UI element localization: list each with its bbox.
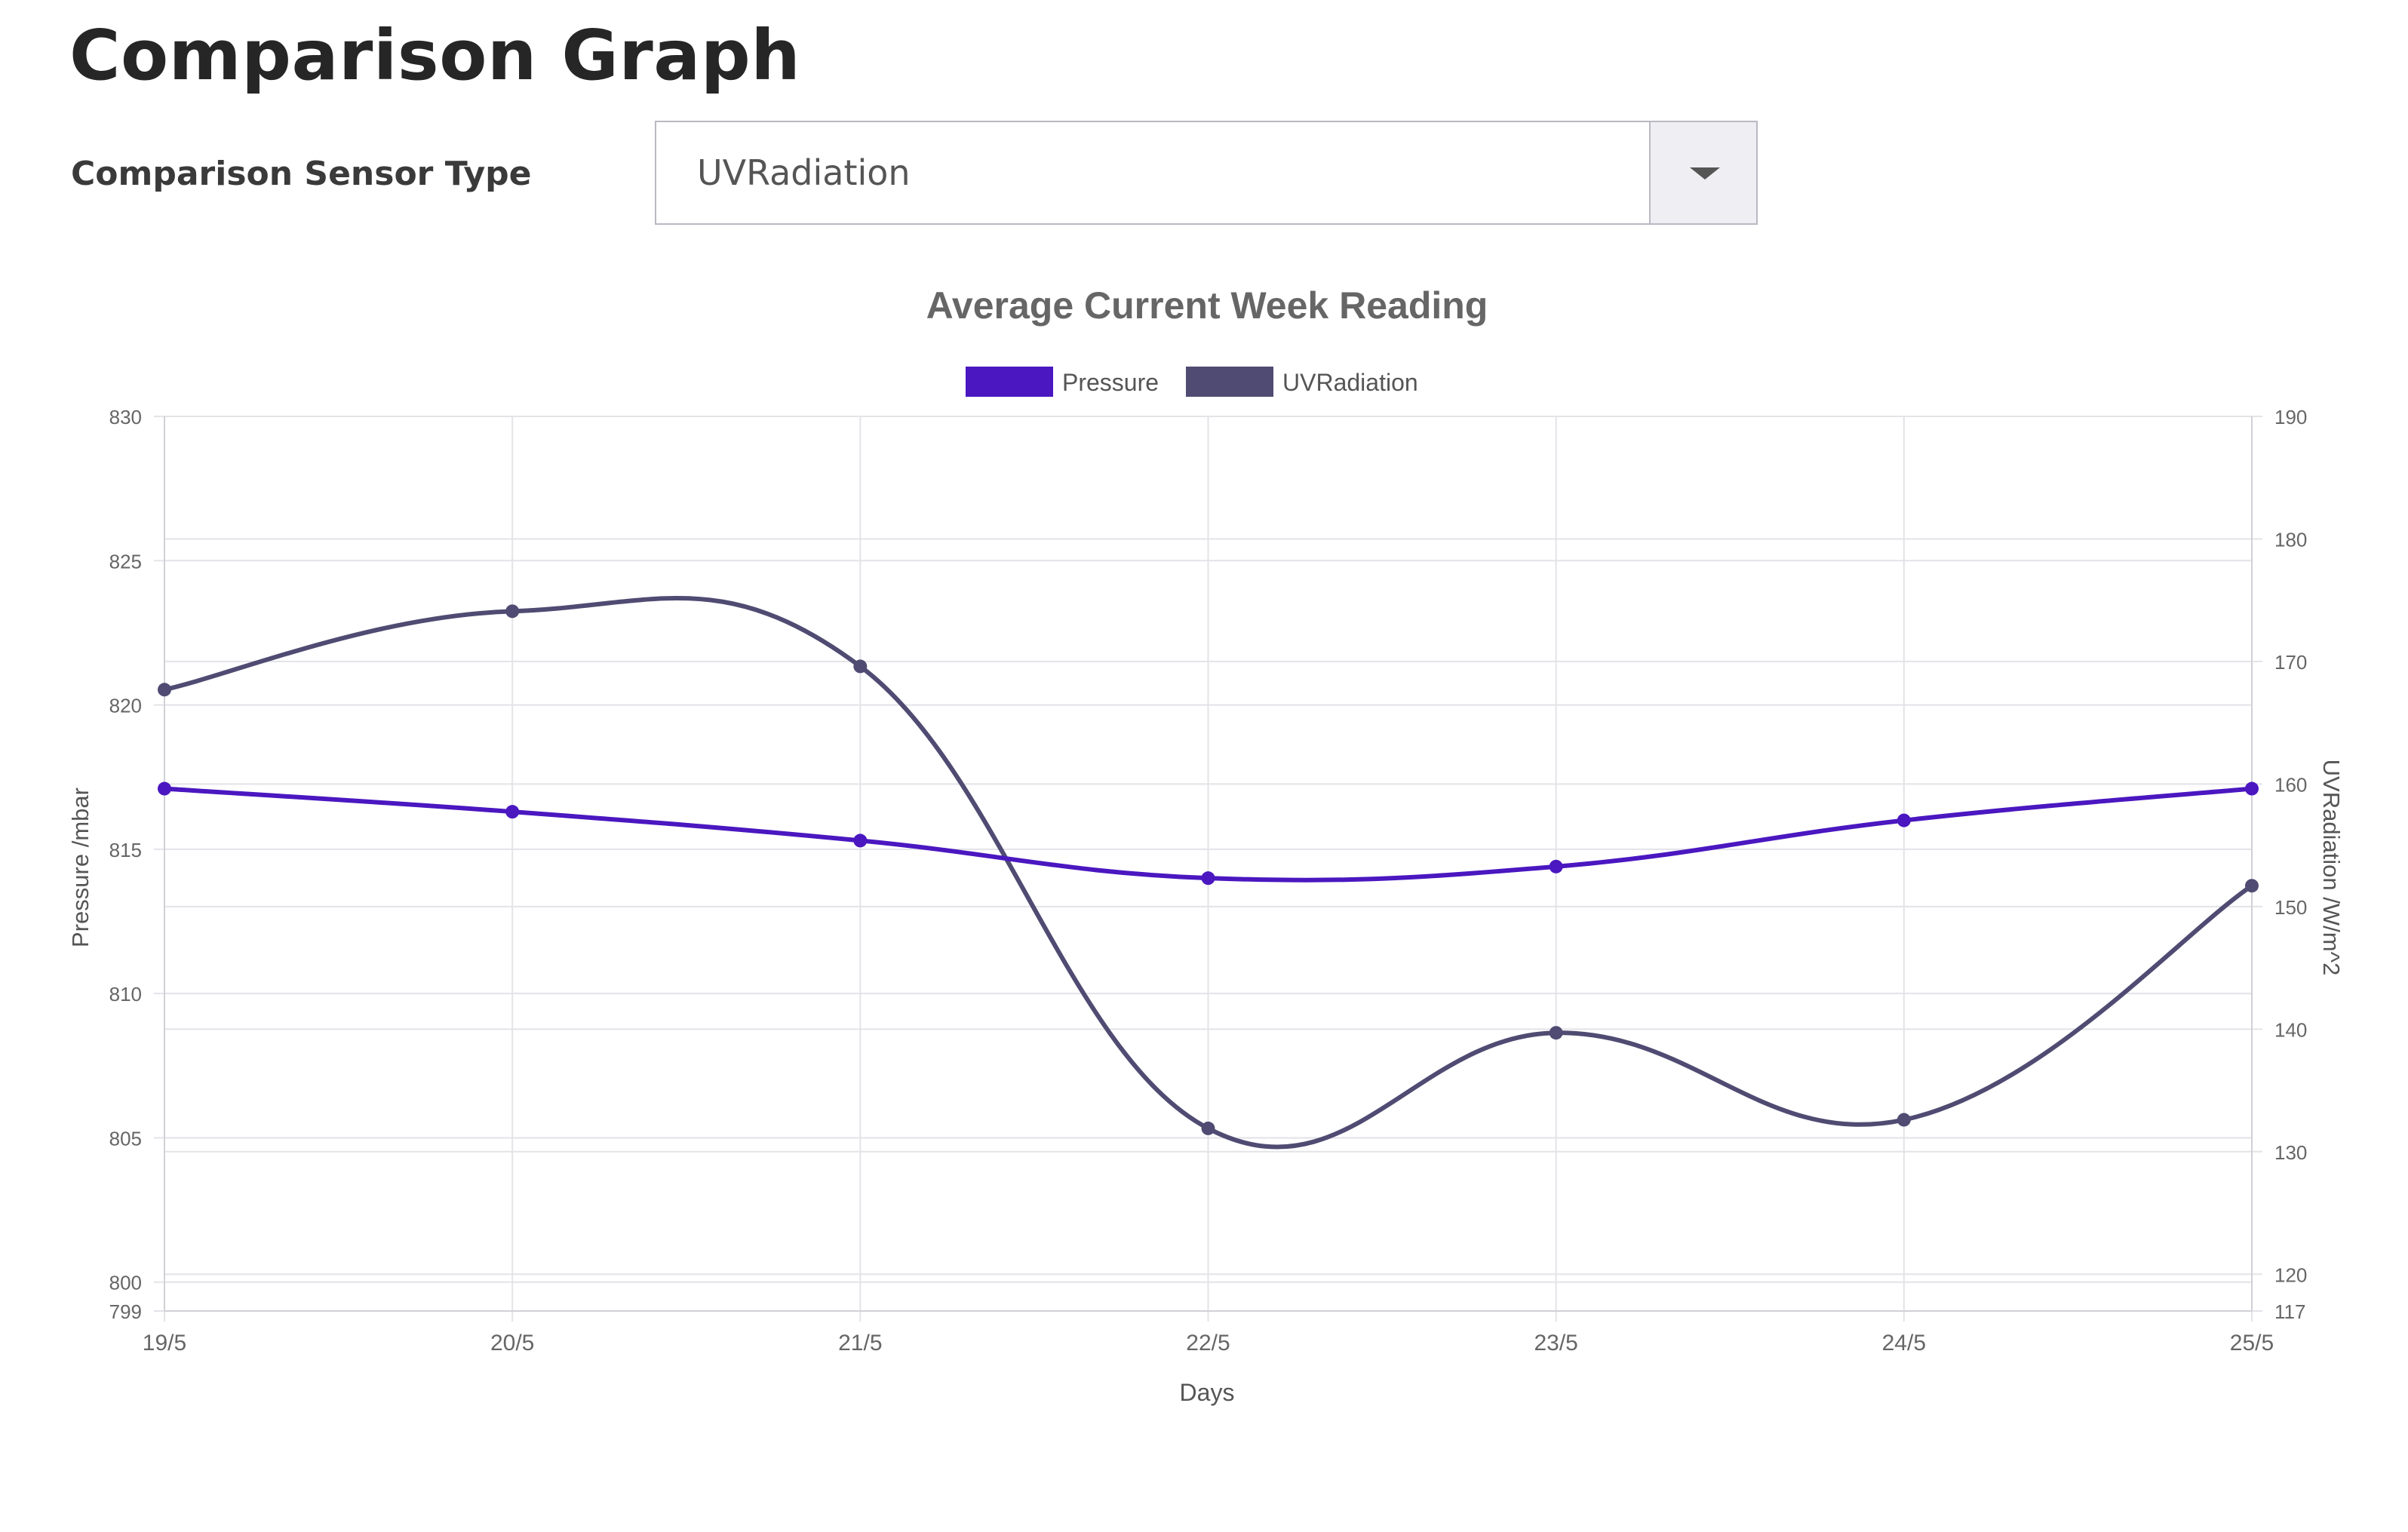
x-tick-label: 19/5 (143, 1331, 186, 1355)
y-left-tick-label: 810 (109, 983, 142, 1005)
dropdown-toggle-button[interactable] (1649, 122, 1756, 223)
chart-points (158, 604, 2259, 1135)
caret-down-icon (1690, 167, 1720, 180)
y-right-tick-label: 180 (2274, 528, 2307, 551)
data-point-uvradiation[interactable] (2245, 879, 2259, 893)
y-axis-right-label: UVRadiation /W/m^2 (2318, 760, 2345, 976)
data-point-pressure[interactable] (853, 834, 868, 848)
y-left-tick-label: 800 (109, 1272, 142, 1294)
data-point-pressure[interactable] (2245, 781, 2259, 796)
y-right-tick-label: 120 (2274, 1263, 2307, 1286)
x-tick-label: 20/5 (490, 1331, 534, 1355)
y-axis-left-label: Pressure /mbar (67, 787, 94, 947)
x-axis-label: Days (1180, 1379, 1235, 1406)
page-title: Comparison Graph (69, 15, 801, 96)
data-point-uvradiation[interactable] (1549, 1026, 1563, 1040)
y-left-tick-label: 815 (109, 839, 142, 861)
legend-swatch-pressure[interactable] (966, 367, 1053, 397)
chart-title: Average Current Week Reading (926, 284, 1488, 327)
legend-label-pressure: Pressure (1062, 369, 1159, 396)
comparison-sensor-selected-value: UVRadiation (697, 152, 911, 193)
y-left-tick-label: 799 (109, 1300, 142, 1323)
legend-swatch-uvradiation[interactable] (1186, 367, 1273, 397)
chart-grid (154, 416, 2262, 1322)
comparison-sensor-select[interactable]: UVRadiation (655, 121, 1758, 225)
data-point-uvradiation[interactable] (1897, 1113, 1911, 1127)
y-right-tick-label: 170 (2274, 651, 2307, 674)
left-axis-ticks: 799 800 805 810 815 820 825 830 (109, 406, 142, 1323)
y-right-tick-label: 150 (2274, 896, 2307, 919)
y-right-tick-label: 140 (2274, 1018, 2307, 1041)
x-tick-label: 22/5 (1186, 1331, 1230, 1355)
y-right-tick-label: 160 (2274, 773, 2307, 796)
data-point-uvradiation[interactable] (853, 659, 868, 674)
chart-legend: Pressure UVRadiation (966, 367, 1418, 397)
comparison-sensor-type-label: Comparison Sensor Type (71, 155, 532, 193)
y-left-tick-label: 830 (109, 406, 142, 428)
y-left-tick-label: 825 (109, 550, 142, 573)
y-right-tick-label: 117 (2274, 1300, 2305, 1323)
y-right-tick-label: 130 (2274, 1141, 2307, 1164)
data-point-uvradiation[interactable] (1201, 1121, 1215, 1135)
data-point-uvradiation[interactable] (158, 683, 171, 697)
data-point-pressure[interactable] (1897, 813, 1911, 827)
data-point-pressure[interactable] (158, 781, 171, 796)
y-left-tick-label: 805 (109, 1127, 142, 1150)
y-left-tick-label: 820 (109, 695, 142, 717)
x-axis-ticks: 19/5 20/5 21/5 22/5 23/5 24/5 25/5 (143, 1331, 2274, 1355)
data-point-pressure[interactable] (1549, 859, 1563, 873)
x-tick-label: 24/5 (1882, 1331, 1926, 1355)
x-tick-label: 25/5 (2230, 1331, 2274, 1355)
legend-label-uvradiation: UVRadiation (1282, 369, 1418, 396)
data-point-uvradiation[interactable] (505, 604, 520, 619)
x-tick-label: 21/5 (838, 1331, 882, 1355)
data-point-pressure[interactable] (1201, 871, 1215, 886)
right-axis-ticks: 117 120 130 140 150 160 170 180 190 (2274, 406, 2307, 1323)
x-tick-label: 23/5 (1534, 1331, 1577, 1355)
y-right-tick-label: 190 (2274, 406, 2307, 428)
data-point-pressure[interactable] (505, 805, 520, 819)
